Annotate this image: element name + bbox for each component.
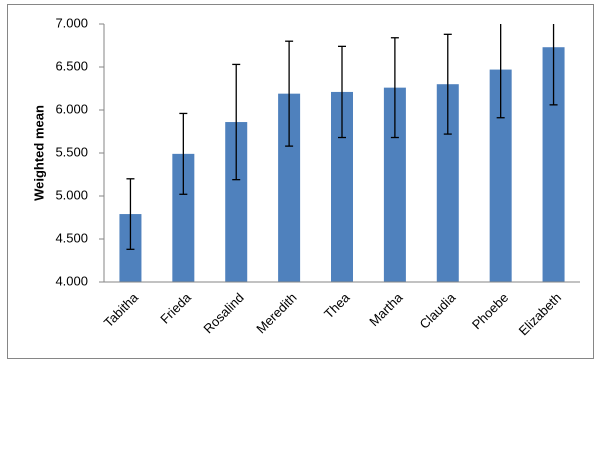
bar (172, 153, 195, 282)
error-bar (179, 112, 188, 195)
bar (331, 91, 353, 282)
y-tick-label: 5.000 (55, 187, 88, 202)
error-bar (232, 63, 241, 181)
error-bar (390, 37, 399, 139)
bar (225, 122, 248, 282)
y-tick-label: 4.000 (55, 273, 88, 288)
y-tick-label: 7.000 (55, 15, 88, 30)
bar (542, 47, 565, 282)
error-bar (338, 45, 346, 139)
y-tick-label: 6.500 (55, 58, 88, 73)
bar (436, 84, 459, 282)
error-bar (126, 178, 135, 250)
y-tick-label: 5.500 (55, 144, 88, 159)
bar (278, 93, 301, 282)
y-tick-label: 4.500 (55, 230, 88, 245)
bar (383, 87, 406, 282)
y-axis-title: Weighted mean (31, 105, 46, 201)
bars (119, 24, 565, 282)
error-bar (549, 24, 558, 106)
y-tick-label: 6.000 (55, 101, 88, 116)
error-bar (443, 33, 452, 135)
bar (489, 69, 512, 282)
error-bar (496, 24, 505, 119)
error-bar (285, 40, 294, 147)
